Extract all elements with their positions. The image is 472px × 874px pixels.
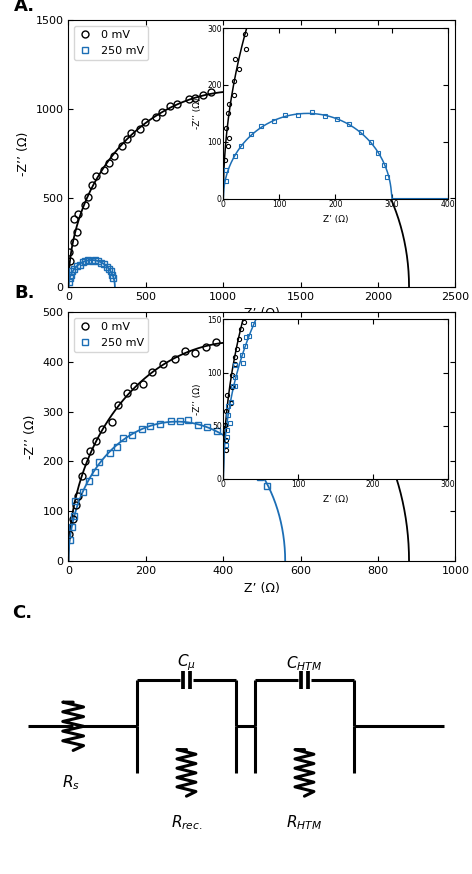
X-axis label: Z’ (Ω): Z’ (Ω) xyxy=(244,581,280,594)
Y-axis label: -Z’’ (Ω): -Z’’ (Ω) xyxy=(17,131,30,176)
Text: B.: B. xyxy=(14,284,35,302)
X-axis label: Z’ (Ω): Z’ (Ω) xyxy=(244,307,280,320)
Text: $R_{rec.}$: $R_{rec.}$ xyxy=(170,814,202,832)
Y-axis label: -Z’’ (Ω): -Z’’ (Ω) xyxy=(24,414,37,459)
Text: $R_{HTM}$: $R_{HTM}$ xyxy=(287,814,322,832)
Legend: 0 mV, 250 mV: 0 mV, 250 mV xyxy=(74,317,148,352)
Text: $C_{HTM}$: $C_{HTM}$ xyxy=(287,655,322,673)
Text: $C_\mu$: $C_\mu$ xyxy=(177,652,196,673)
Text: A.: A. xyxy=(14,0,35,15)
Text: C.: C. xyxy=(12,604,32,622)
Legend: 0 mV, 250 mV: 0 mV, 250 mV xyxy=(74,25,148,60)
Text: $R_s$: $R_s$ xyxy=(62,773,80,792)
